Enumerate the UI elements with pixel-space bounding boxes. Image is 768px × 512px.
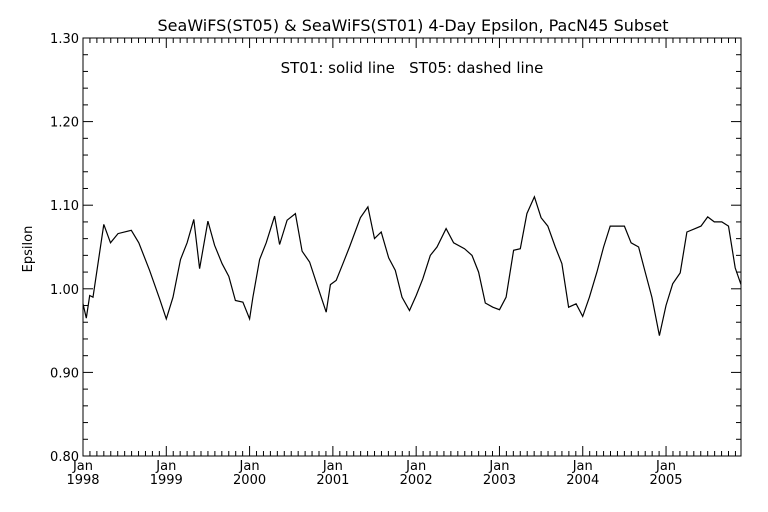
y-tick-label: 0.90: [50, 366, 79, 381]
x-tick-label-month: Jan: [572, 459, 593, 474]
y-tick-label: 1.00: [50, 283, 79, 298]
x-tick-label-year: 2001: [316, 473, 349, 488]
x-tick-label-year: 2000: [233, 473, 266, 488]
y-tick-label: 1.20: [50, 116, 79, 131]
y-tick-label: 1.30: [50, 32, 79, 47]
axis-ticks: [82, 37, 741, 457]
x-tick-label-month: Jan: [322, 459, 343, 474]
x-tick-label-year: 2005: [649, 473, 682, 488]
x-tick-label-year: 2002: [400, 473, 433, 488]
x-tick-label-month: Jan: [655, 459, 676, 474]
y-axis-label: Epsilon: [21, 226, 36, 273]
chart-annotation: ST01: solid line ST05: dashed line: [281, 59, 544, 77]
x-tick-label-year: 2004: [566, 473, 599, 488]
chart-title: SeaWiFS(ST05) & SeaWiFS(ST01) 4-Day Epsi…: [158, 16, 669, 35]
x-tick-label-year: 1999: [150, 473, 183, 488]
y-tick-label: 1.10: [50, 199, 79, 214]
x-tick-label-year: 1998: [66, 473, 99, 488]
axis-tick-labels: 0.800.901.001.101.201.30Jan1998Jan1999Ja…: [50, 32, 683, 488]
x-tick-label-month: Jan: [405, 459, 426, 474]
series-line-st01: [82, 195, 742, 336]
x-tick-label-year: 2003: [483, 473, 516, 488]
x-tick-label-month: Jan: [72, 459, 93, 474]
plot-frame: [82, 37, 742, 457]
x-tick-label-month: Jan: [155, 459, 176, 474]
x-tick-label-month: Jan: [488, 459, 509, 474]
y-tick-label: 0.80: [50, 450, 79, 465]
x-tick-label-month: Jan: [239, 459, 260, 474]
